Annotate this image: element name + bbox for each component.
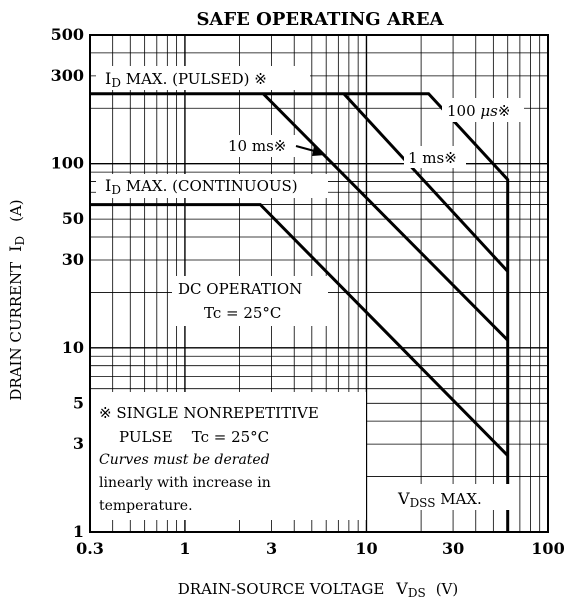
y-axis-label: DRAIN CURRENTID(A) [6,199,27,400]
y-tick-label: 300 [51,66,84,85]
us100-label: 100 μs※ [447,102,510,120]
x-tick-label: 0.3 [76,539,104,558]
ms10-label-bg [224,135,296,157]
chart-title: SAFE OPERATING AREA [196,9,444,30]
note-box [91,392,366,520]
y-tick-label: 1 [73,522,84,541]
vdss-label: VDSS MAX. [397,489,482,510]
y-tick-label: 10 [62,338,84,357]
id-pulsed-label-bg [96,66,310,90]
us100-label-bg [442,98,524,122]
x-tick-label: 3 [266,539,277,558]
ms1-label: 1 ms※ [408,149,457,167]
note-line3: Curves must be derated [99,452,270,468]
ms10-arrow-head [312,146,326,156]
plot-frame [89,34,549,533]
y-tick-label: 3 [73,434,84,453]
id-cont-label-bg [96,174,328,198]
note-line2: PULSE Tc = 25°C [119,428,269,446]
note-line5: temperature. [99,498,193,514]
id-cont-label: ID MAX. (CONTINUOUS) [105,176,298,197]
x-axis-label: DRAIN-SOURCE VOLTAGE VDS (V) [178,579,458,600]
note-line1: ※ SINGLE NONREPETITIVE [99,404,319,422]
y-tick-label: 500 [51,25,84,44]
y-tick-label: 50 [62,209,84,228]
x-tick-label: 100 [531,539,564,558]
y-tick-label: 5 [73,393,84,412]
soa-curve-2 [262,92,509,342]
dc-label-line2: Tc = 25°C [204,304,281,322]
vdss-label-bg [392,484,510,510]
ms10-label: 10 ms※ [228,137,286,155]
ms1-label-bg [404,146,466,168]
x-tick-label: 10 [355,539,377,558]
x-tick-label: 30 [442,539,464,558]
y-tick-label: 100 [51,154,84,173]
dc-label-line1: DC OPERATION [178,280,302,298]
soa-curve-1 [342,92,509,273]
soa-curve-3 [90,203,509,457]
id-pulsed-label: ID MAX. (PULSED) ※ [105,69,267,90]
y-tick-label: 30 [62,250,84,269]
x-tick-label: 1 [179,539,190,558]
soa-curve-0 [90,92,510,532]
dc-label-bg [172,276,328,326]
soa-curves [90,92,510,532]
note-line4: linearly with increase in [99,475,271,491]
